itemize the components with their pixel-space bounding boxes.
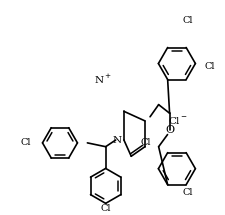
Text: Cl: Cl (183, 16, 193, 25)
Text: Cl$^-$: Cl$^-$ (168, 115, 188, 126)
Text: Cl: Cl (100, 204, 111, 213)
Text: O: O (165, 125, 174, 135)
Text: N$^+$: N$^+$ (94, 73, 112, 86)
Text: Cl: Cl (204, 62, 215, 71)
Text: Cl: Cl (21, 138, 32, 147)
Text: Cl: Cl (183, 188, 193, 197)
Text: Cl: Cl (141, 138, 151, 147)
Text: N: N (113, 135, 122, 144)
